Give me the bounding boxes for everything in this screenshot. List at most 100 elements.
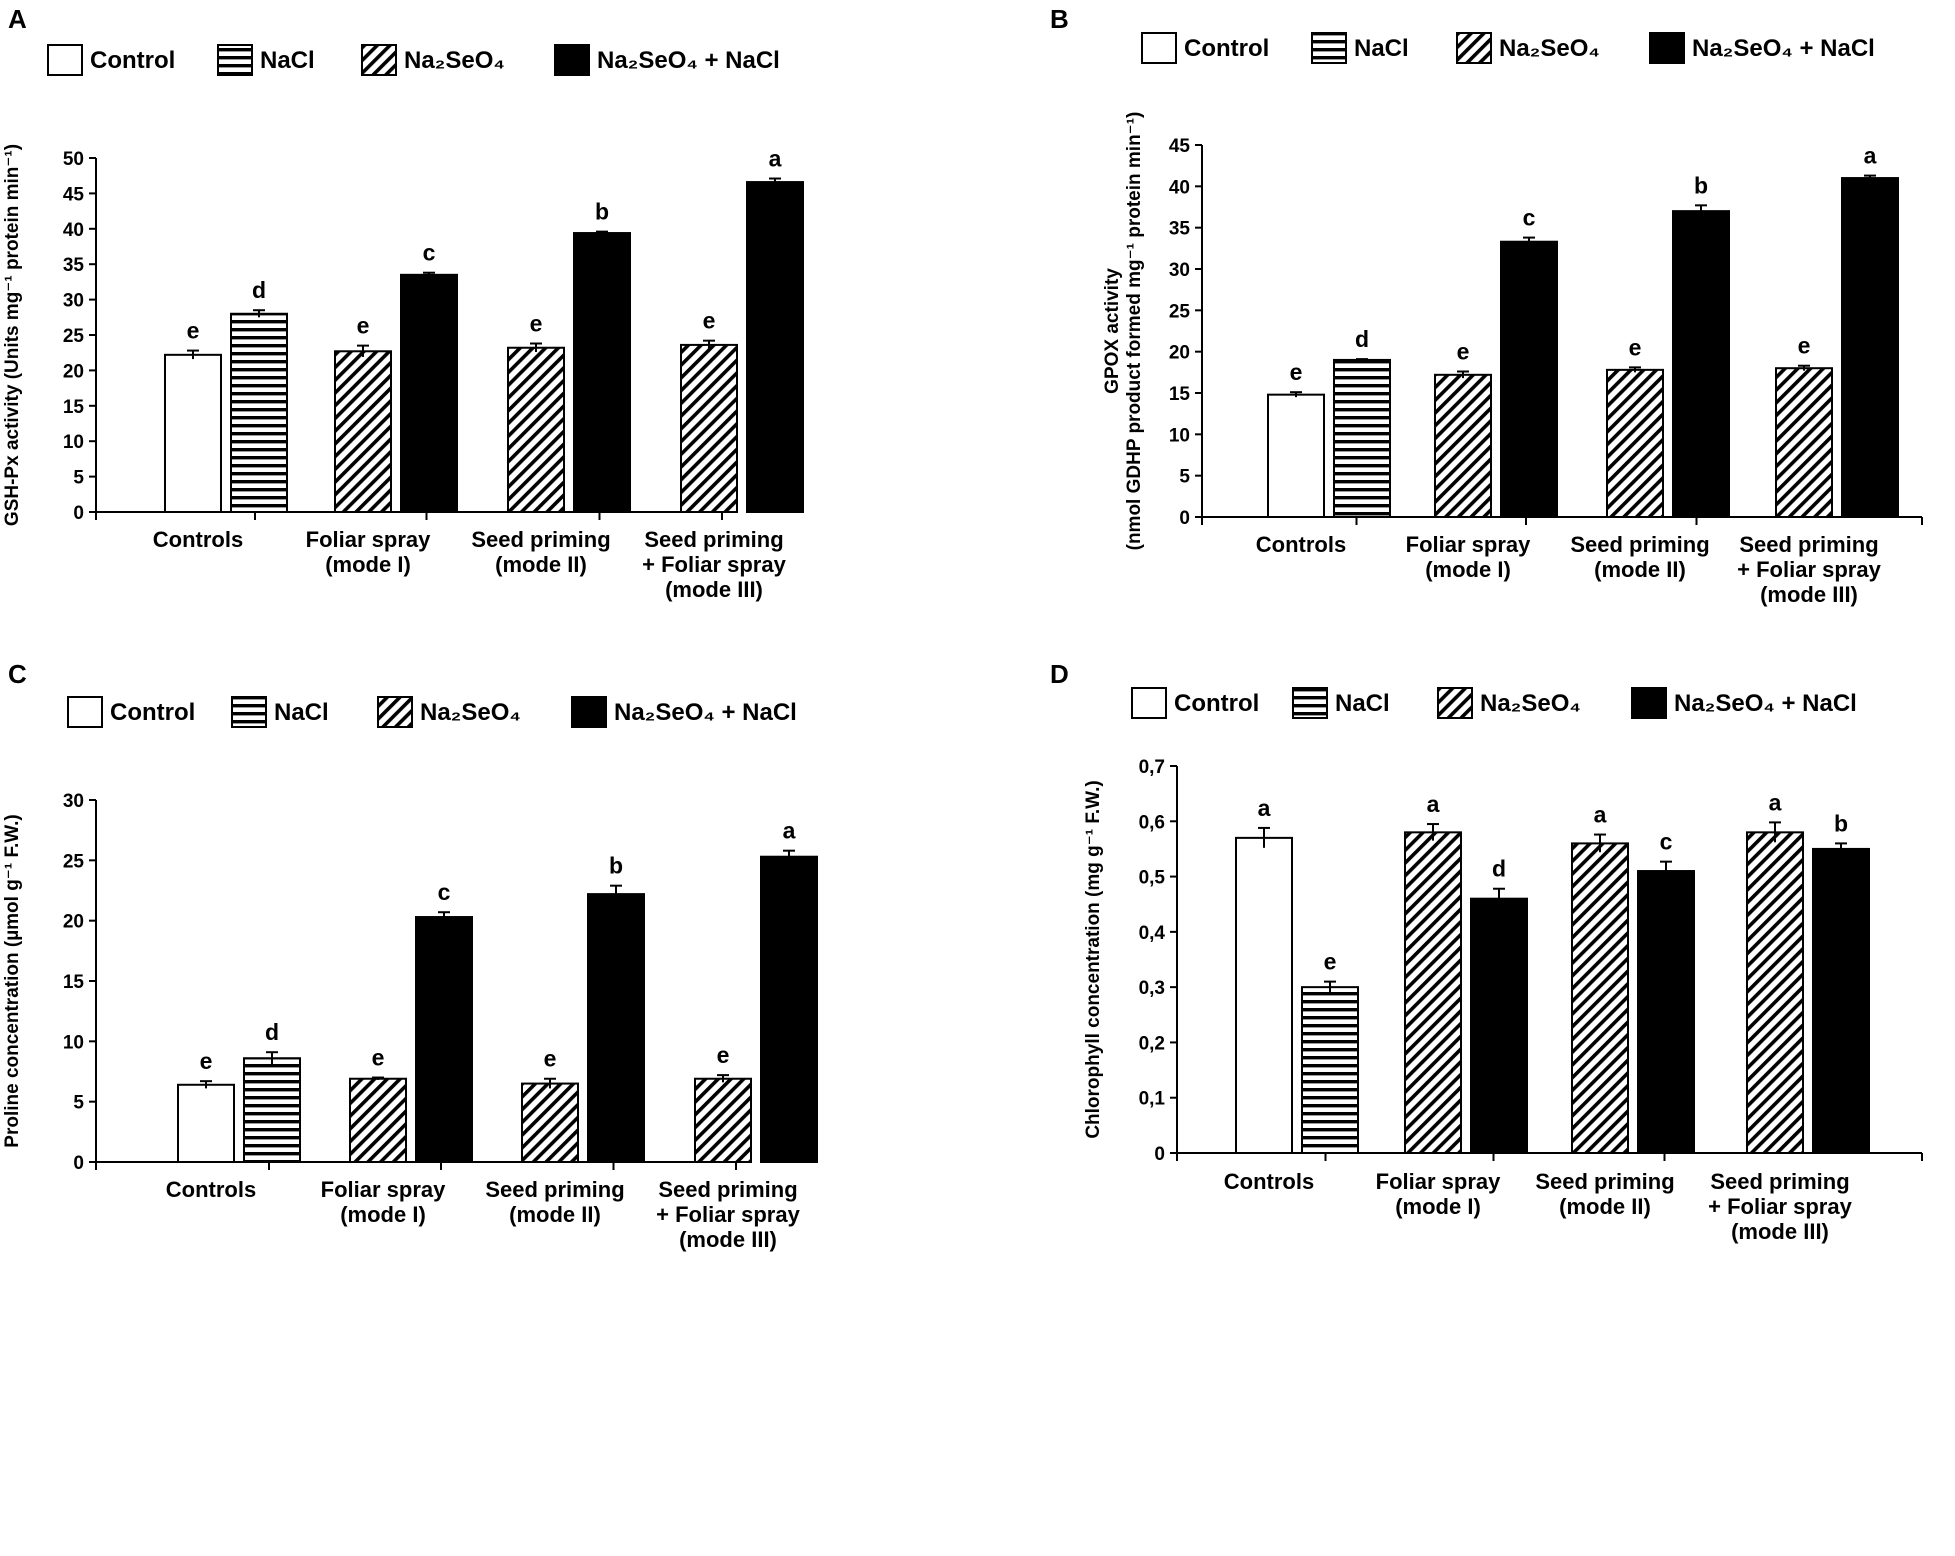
y-tick-label: 20 xyxy=(63,361,84,382)
bar-group-item: c xyxy=(415,879,473,1164)
y-tick-label: 25 xyxy=(1169,301,1191,322)
y-tick-label: 0,7 xyxy=(1139,757,1165,778)
bar-group-item: e xyxy=(507,310,565,513)
y-tick-label: 15 xyxy=(63,397,85,418)
bar-control xyxy=(1267,393,1325,518)
bar-nacl xyxy=(243,1057,301,1164)
significance-letter: e xyxy=(1457,339,1470,365)
legend-swatch-na2seo4 xyxy=(1456,32,1492,64)
x-category-label: Foliar spray (mode I) xyxy=(321,1177,446,1227)
bar-group-item: e xyxy=(1267,359,1325,518)
x-category-label: Seed priming (mode II) xyxy=(1535,1169,1674,1219)
significance-letter: e xyxy=(200,1048,213,1074)
bar-na2seo4_nacl xyxy=(760,855,818,1163)
legend-swatch-nacl xyxy=(231,696,267,728)
legend: Control NaCl Na₂SeO₄ Na₂SeO₄ + NaCl xyxy=(1131,687,1857,719)
significance-letter: e xyxy=(1629,334,1642,360)
legend-swatch-na2seo4_nacl xyxy=(571,696,607,728)
significance-letter: c xyxy=(438,879,451,905)
bar-group-item: e xyxy=(164,318,222,513)
bar-group-item: c xyxy=(1637,829,1695,1154)
legend-swatch-na2seo4_nacl xyxy=(1631,687,1667,719)
bar-group-item: c xyxy=(400,240,458,513)
bar-na2seo4 xyxy=(1775,367,1833,519)
bar-na2seo4_nacl xyxy=(1470,897,1528,1155)
bar-group-item: e xyxy=(694,1042,752,1163)
bar-group-item: a xyxy=(1235,795,1293,1154)
significance-letter: e xyxy=(1798,333,1811,359)
bar-group-item: e xyxy=(1775,333,1833,519)
chart-panel-d: D Control NaCl Na₂SeO₄ Na₂SeO₄ + NaCl 0 0,1 0,2… xyxy=(1050,659,1923,1244)
x-category-label: Seed priming + Foliar spray (mode III) xyxy=(1708,1169,1852,1244)
bar-na2seo4 xyxy=(334,350,392,513)
y-axis-label: Chlorophyll concentration (mg g⁻¹ F.W.) xyxy=(1083,780,1104,1138)
y-tick-label: 0,4 xyxy=(1139,923,1166,944)
legend: Control NaCl Na₂SeO₄ Na₂SeO₄ + NaCl xyxy=(1141,32,1875,64)
legend-swatch-na2seo4 xyxy=(377,696,413,728)
bar-group-item: a xyxy=(1746,789,1804,1154)
significance-letter: b xyxy=(609,853,623,879)
significance-letter: a xyxy=(1258,795,1271,821)
bar-control xyxy=(1235,836,1293,1154)
y-tick-label: 30 xyxy=(63,291,84,312)
significance-letter: e xyxy=(1324,949,1337,975)
y-tick-label: 0,6 xyxy=(1139,812,1165,833)
significance-letter: b xyxy=(1834,810,1848,836)
y-tick-label: 0,5 xyxy=(1139,868,1166,889)
legend-label-na2seo4_nacl: Na₂SeO₄ + NaCl xyxy=(1674,690,1857,717)
bar-group-item: e xyxy=(349,1045,407,1163)
bar-group-item: b xyxy=(1812,810,1870,1155)
legend-swatch-control xyxy=(1131,687,1167,719)
bar-group-item: e xyxy=(1606,334,1664,518)
significance-letter: e xyxy=(357,313,370,339)
x-category-label: Controls xyxy=(153,527,243,552)
y-tick-label: 20 xyxy=(1169,343,1190,364)
legend-label-nacl: NaCl xyxy=(260,47,315,74)
y-tick-label: 5 xyxy=(73,1093,84,1114)
bar-na2seo4_nacl xyxy=(573,232,631,513)
significance-letter: a xyxy=(1864,143,1877,169)
bar-na2seo4 xyxy=(1746,831,1804,1154)
y-axis-label: Proline concentration (µmol g⁻¹ F.W.) xyxy=(2,814,23,1147)
bar-na2seo4_nacl xyxy=(400,273,458,513)
significance-letter: c xyxy=(423,240,436,266)
y-tick-label: 35 xyxy=(1169,219,1191,240)
legend-swatch-nacl xyxy=(1292,687,1328,719)
bar-na2seo4_nacl xyxy=(1672,210,1730,518)
bar-group-item: e xyxy=(1301,949,1359,1155)
bar-na2seo4 xyxy=(1606,368,1664,518)
y-axis-label: GPOX activity(nmol GDHP product formed m… xyxy=(1102,112,1145,551)
bar-na2seo4 xyxy=(694,1077,752,1163)
y-tick-label: 5 xyxy=(73,468,84,489)
bar-group-item: a xyxy=(746,146,804,514)
y-tick-label: 20 xyxy=(63,912,84,933)
significance-letter: c xyxy=(1660,829,1673,855)
chart-panel-b: B Control NaCl Na₂SeO₄ Na₂SeO₄ + NaCl 0 5 10 15 2… xyxy=(1050,4,1923,607)
bar-group-item: d xyxy=(243,1019,301,1164)
bar-na2seo4_nacl xyxy=(415,916,473,1164)
legend-swatch-control xyxy=(47,44,83,76)
significance-letter: b xyxy=(1694,172,1708,198)
y-tick-label: 10 xyxy=(63,432,84,453)
y-axis-label: GSH-Px activity (Units mg⁻¹ protein min⁻… xyxy=(2,144,23,526)
x-category-label: Seed priming (mode II) xyxy=(471,527,610,577)
x-category-label: Seed priming + Foliar spray (mode III) xyxy=(642,527,786,602)
bar-na2seo4 xyxy=(1571,842,1629,1155)
panel-label-b: B xyxy=(1050,4,1069,34)
significance-letter: a xyxy=(1769,789,1782,815)
y-tick-label: 0 xyxy=(73,1153,84,1174)
bar-nacl xyxy=(230,312,288,514)
panel-label-a: A xyxy=(8,4,27,34)
legend-swatch-na2seo4_nacl xyxy=(554,44,590,76)
legend-swatch-na2seo4_nacl xyxy=(1649,32,1685,64)
legend-label-na2seo4_nacl: Na₂SeO₄ + NaCl xyxy=(614,699,797,726)
legend-label-control: Control xyxy=(1184,35,1269,62)
x-category-label: Seed priming (mode II) xyxy=(1570,532,1709,582)
legend: Control NaCl Na₂SeO₄ Na₂SeO₄ + NaCl xyxy=(47,44,780,76)
x-category-label: Foliar spray (mode I) xyxy=(1376,1169,1501,1219)
panel-label-d: D xyxy=(1050,659,1069,689)
y-tick-label: 10 xyxy=(1169,425,1190,446)
y-tick-label: 15 xyxy=(1169,384,1191,405)
significance-letter: a xyxy=(1427,791,1440,817)
y-tick-label: 25 xyxy=(63,326,85,347)
